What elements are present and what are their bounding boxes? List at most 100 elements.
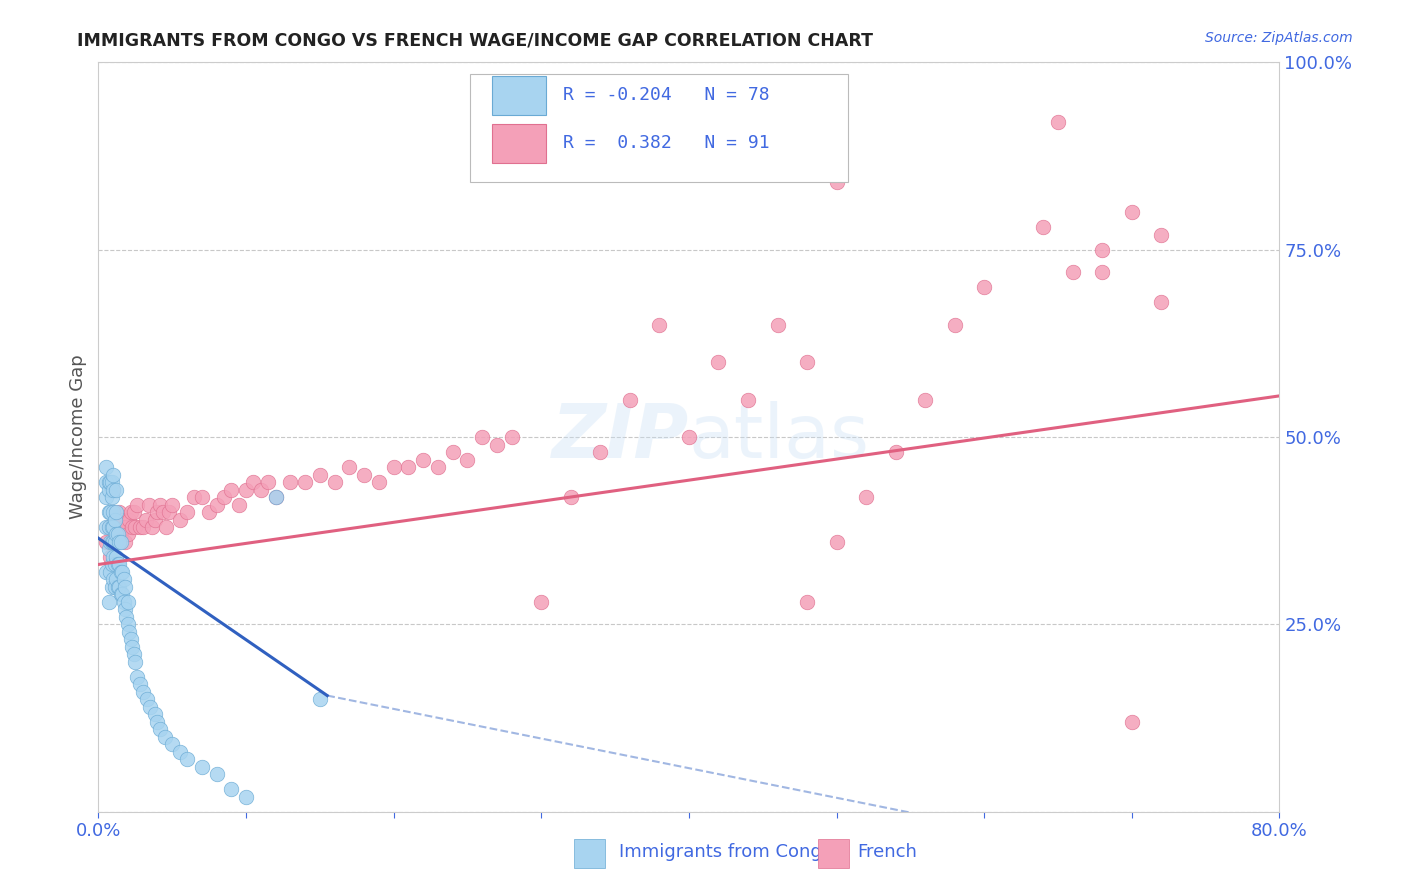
Point	[501, 430, 523, 444]
Point	[105, 527, 128, 541]
Point	[973, 280, 995, 294]
Point	[110, 565, 132, 579]
Text: R =  0.382   N = 91: R = 0.382 N = 91	[562, 135, 769, 153]
Point	[427, 460, 450, 475]
Point	[1046, 115, 1070, 129]
Point	[103, 505, 125, 519]
Point	[97, 505, 120, 519]
Point	[104, 520, 127, 534]
Point	[141, 520, 163, 534]
Point	[138, 498, 160, 512]
Point	[1091, 265, 1114, 279]
Point	[108, 505, 131, 519]
Point	[228, 498, 250, 512]
Point	[112, 595, 135, 609]
Point	[294, 475, 316, 489]
Point	[103, 505, 125, 519]
Point	[183, 490, 205, 504]
Point	[146, 505, 169, 519]
Point	[139, 699, 162, 714]
Point	[103, 573, 125, 587]
Point	[205, 767, 228, 781]
Point	[198, 505, 221, 519]
Point	[100, 490, 122, 504]
Point	[264, 490, 287, 504]
Point	[212, 490, 235, 504]
Point	[98, 549, 121, 564]
Point	[94, 460, 117, 475]
Point	[1091, 243, 1114, 257]
Point	[100, 535, 122, 549]
Bar	[471, 74, 848, 182]
Point	[796, 595, 818, 609]
Point	[339, 460, 361, 475]
Point	[884, 445, 907, 459]
Point	[169, 512, 191, 526]
Point	[104, 512, 127, 526]
Point	[825, 535, 848, 549]
Point	[104, 535, 127, 549]
Point	[648, 318, 671, 332]
Point	[117, 595, 139, 609]
Point	[146, 714, 169, 729]
Text: Immigrants from Congo: Immigrants from Congo	[619, 843, 832, 861]
Point	[117, 527, 139, 541]
Point	[176, 752, 198, 766]
Point	[105, 573, 128, 587]
Text: ZIP: ZIP	[551, 401, 689, 474]
Point	[125, 670, 148, 684]
Point	[368, 475, 391, 489]
Point	[121, 640, 143, 654]
Point	[100, 580, 122, 594]
Point	[100, 558, 122, 572]
Point	[1121, 205, 1143, 219]
Point	[111, 565, 134, 579]
Point	[117, 617, 139, 632]
Point	[98, 505, 121, 519]
Point	[94, 490, 117, 504]
Point	[115, 520, 138, 534]
Point	[530, 595, 553, 609]
Point	[264, 490, 287, 504]
Point	[157, 505, 180, 519]
Point	[1150, 227, 1173, 242]
Text: atlas: atlas	[689, 401, 870, 474]
Point	[125, 498, 148, 512]
Point	[122, 648, 145, 662]
Bar	[492, 76, 546, 115]
Point	[97, 520, 120, 534]
Point	[560, 490, 582, 504]
Point	[97, 483, 120, 497]
Point	[110, 535, 132, 549]
Point	[221, 483, 243, 497]
Point	[111, 587, 134, 601]
Point	[114, 602, 136, 616]
Point	[97, 542, 120, 557]
Point	[914, 392, 936, 407]
Point	[412, 452, 434, 467]
Point	[280, 475, 302, 489]
Y-axis label: Wage/Income Gap: Wage/Income Gap	[69, 355, 87, 519]
Point	[169, 745, 191, 759]
Point	[122, 505, 145, 519]
Point	[143, 512, 166, 526]
Point	[108, 580, 131, 594]
Point	[110, 587, 132, 601]
Point	[323, 475, 346, 489]
Point	[136, 692, 159, 706]
Point	[1032, 220, 1054, 235]
Point	[943, 318, 966, 332]
Point	[1062, 265, 1084, 279]
Point	[235, 483, 257, 497]
Point	[124, 655, 146, 669]
Point	[143, 707, 166, 722]
Point	[107, 580, 129, 594]
Point	[94, 535, 117, 549]
Point	[128, 677, 150, 691]
Point	[619, 392, 641, 407]
Point	[191, 490, 214, 504]
Point	[132, 520, 155, 534]
Point	[103, 467, 125, 482]
Point	[257, 475, 280, 489]
Point	[457, 452, 479, 467]
